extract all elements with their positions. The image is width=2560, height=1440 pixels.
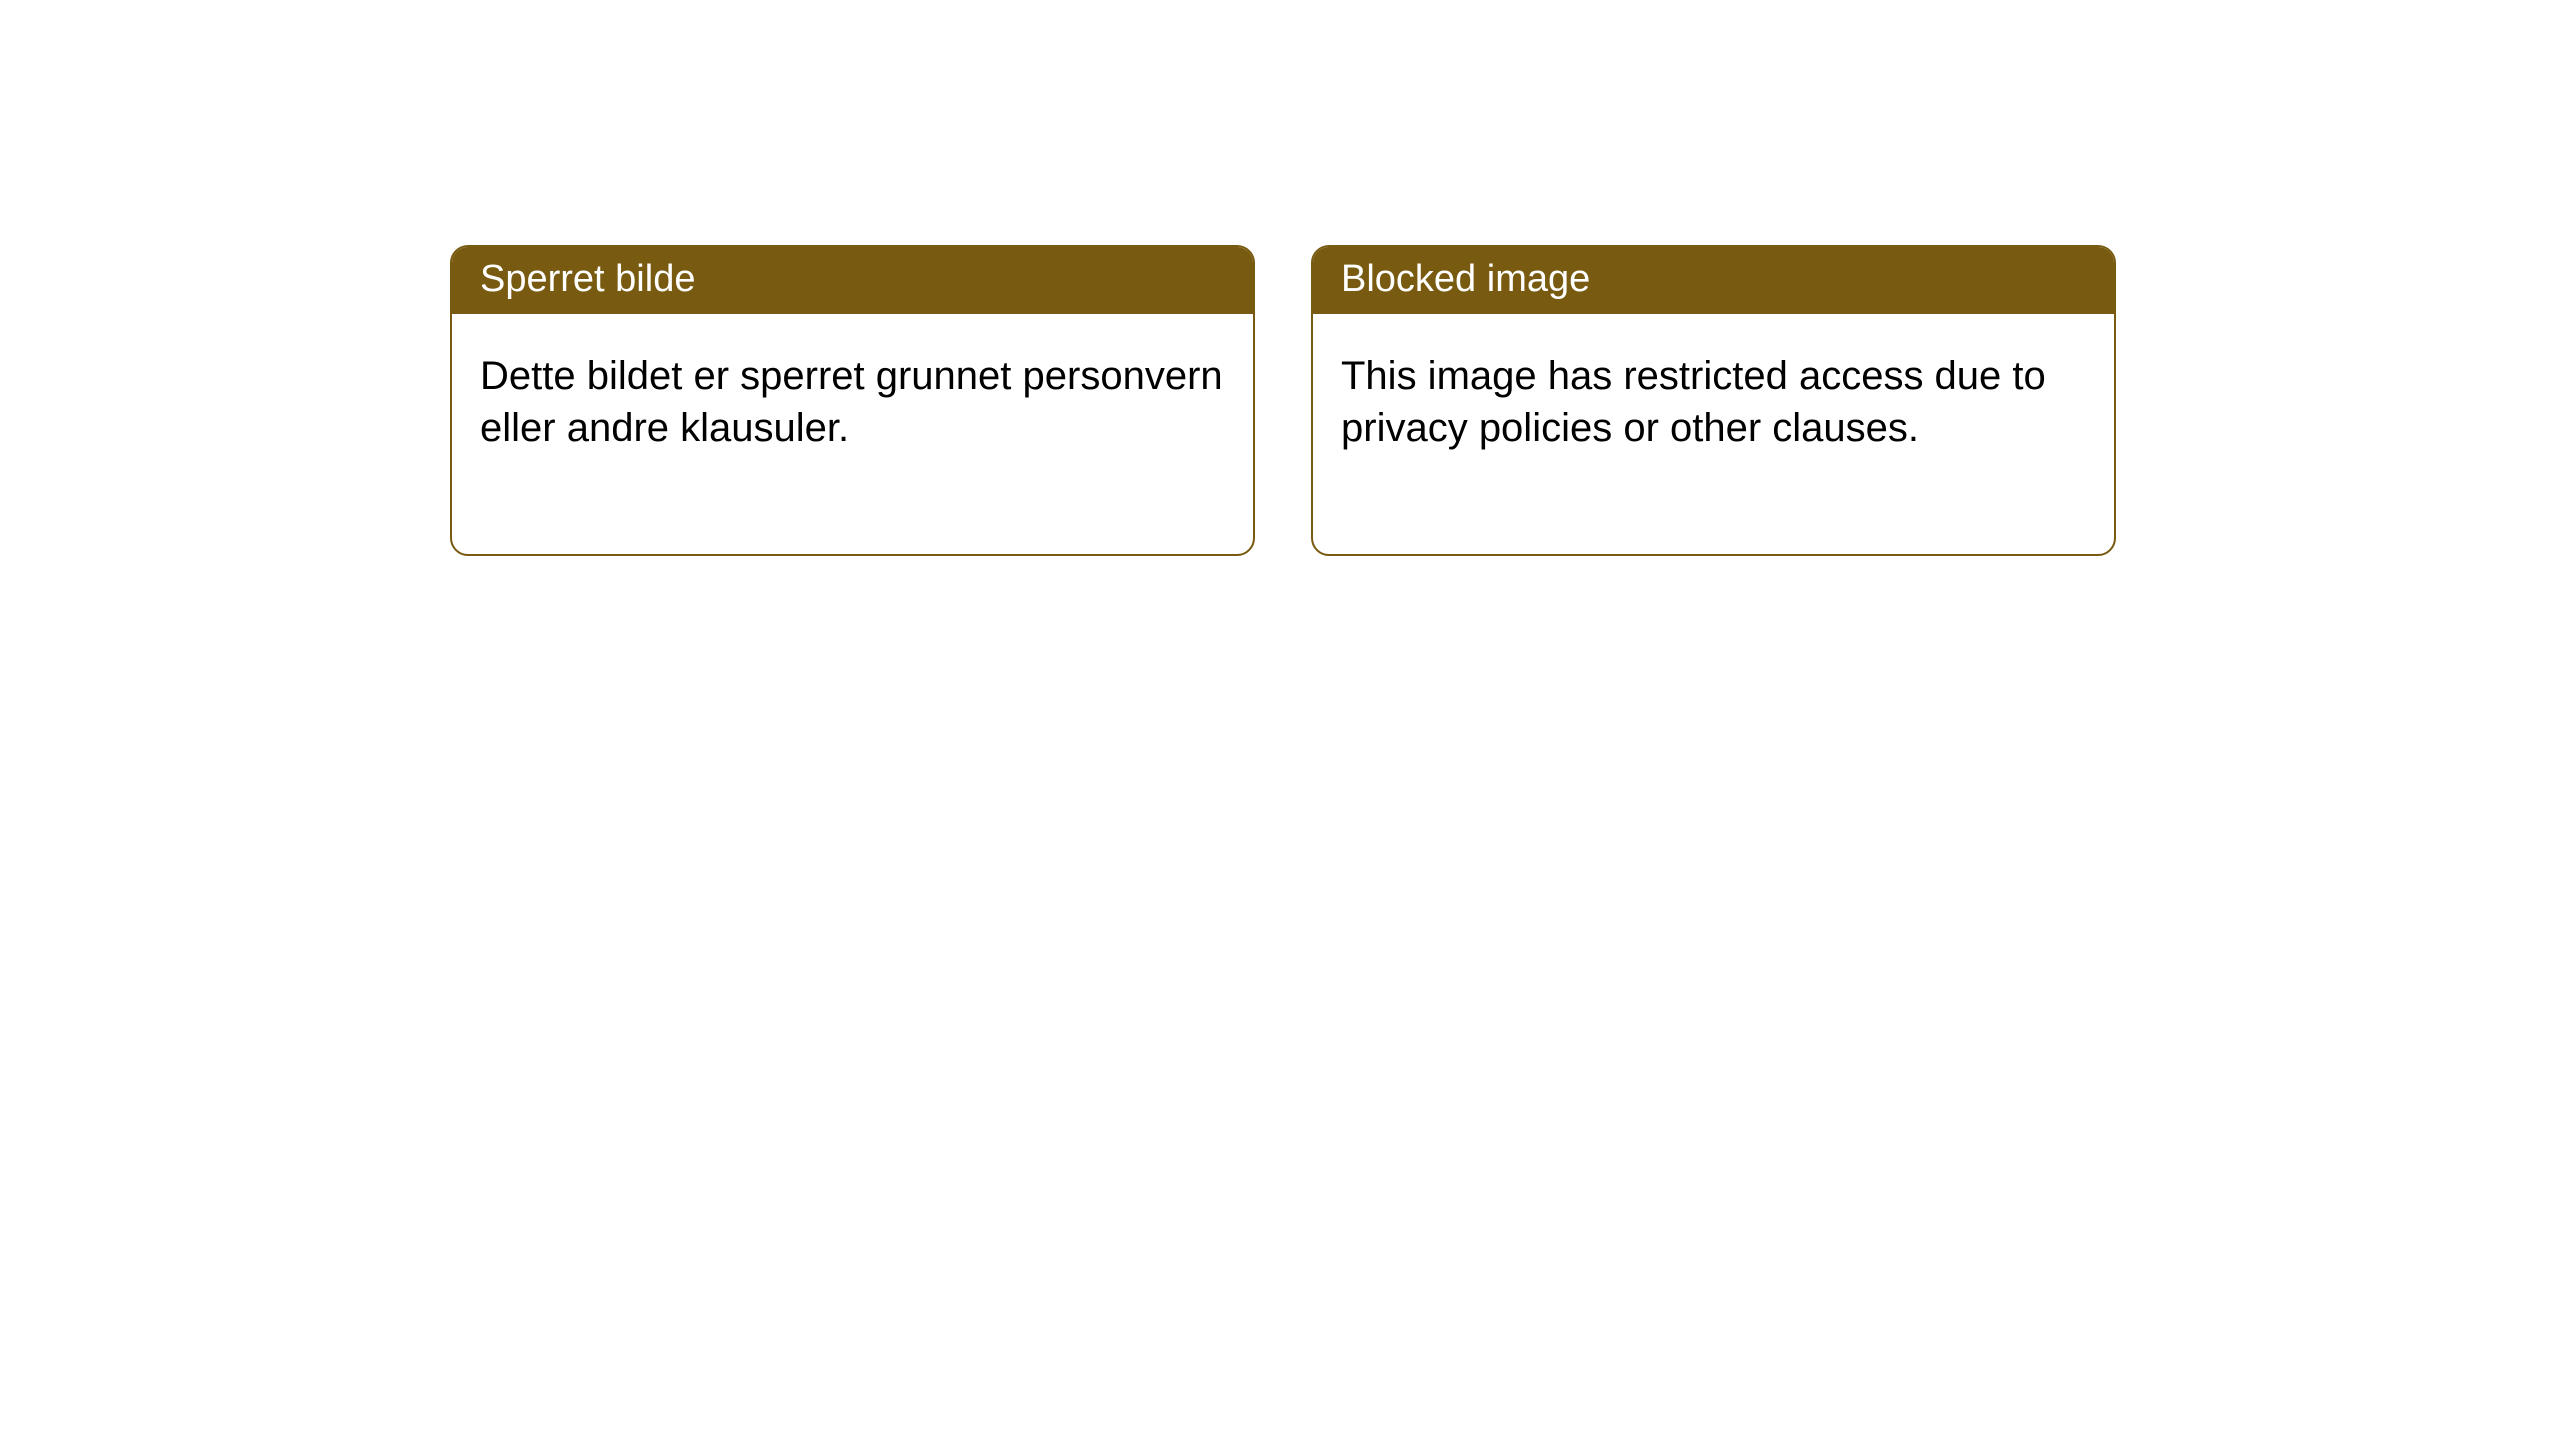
card-title: Sperret bilde xyxy=(480,258,695,300)
notice-card-norwegian: Sperret bilde Dette bildet er sperret gr… xyxy=(450,245,1255,556)
card-body: Dette bildet er sperret grunnet personve… xyxy=(452,314,1253,554)
card-title: Blocked image xyxy=(1341,258,1590,300)
card-body-text: Dette bildet er sperret grunnet personve… xyxy=(480,354,1223,450)
notice-card-english: Blocked image This image has restricted … xyxy=(1311,245,2116,556)
card-body-text: This image has restricted access due to … xyxy=(1341,354,2046,450)
notice-container: Sperret bilde Dette bildet er sperret gr… xyxy=(0,0,2560,556)
card-header: Sperret bilde xyxy=(452,247,1253,314)
card-header: Blocked image xyxy=(1313,247,2114,314)
card-body: This image has restricted access due to … xyxy=(1313,314,2114,554)
